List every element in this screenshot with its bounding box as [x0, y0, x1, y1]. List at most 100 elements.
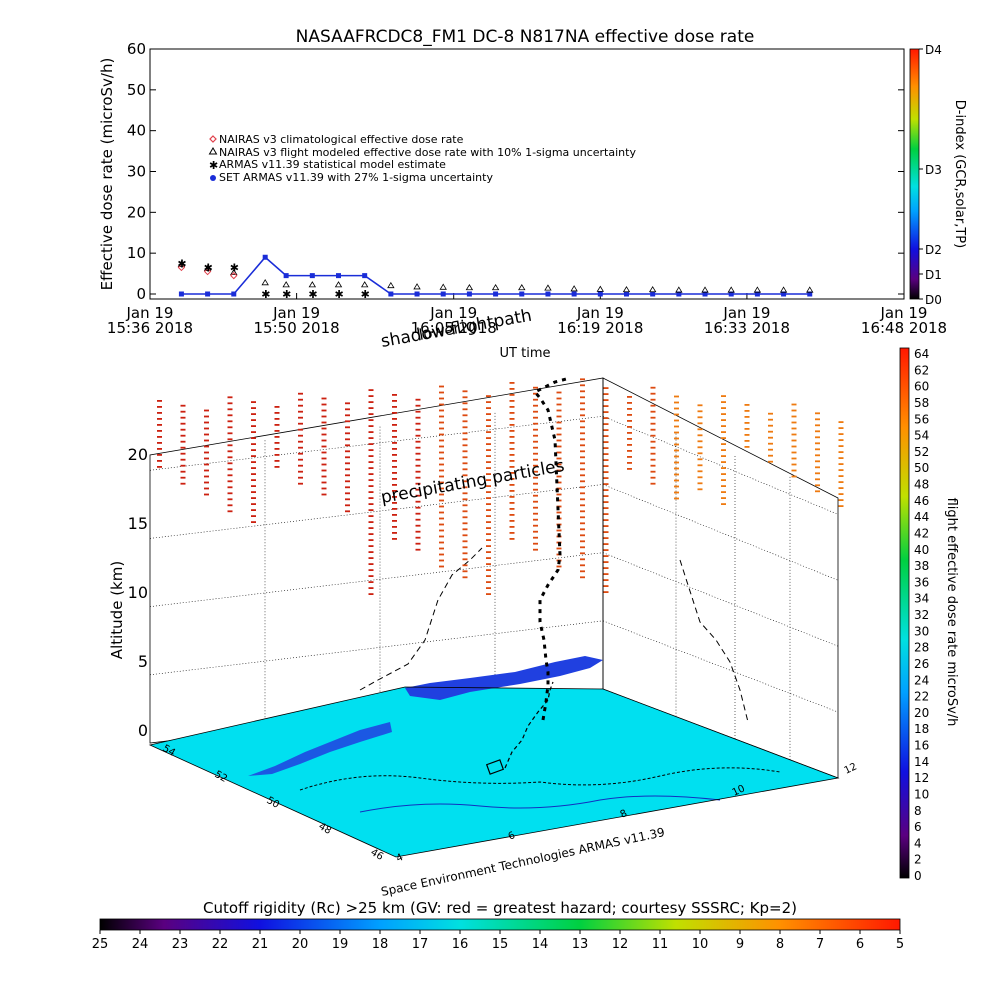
particle-dash — [345, 402, 350, 405]
particle-dash — [321, 409, 327, 412]
particle-dash — [415, 494, 421, 497]
particle-dash — [603, 555, 609, 557]
cutoff-tick-label: 14 — [532, 937, 549, 952]
particle-dash — [744, 416, 750, 418]
particle-dash — [650, 440, 656, 443]
particle-dash — [603, 387, 609, 389]
particle-dash — [251, 437, 256, 439]
particle-dash — [251, 521, 256, 523]
altitude-tick-label: 15 — [128, 514, 148, 533]
particle-dash — [321, 493, 327, 496]
particle-dash — [838, 493, 844, 495]
particle-dash — [815, 430, 820, 433]
particle-dash — [298, 452, 303, 455]
nairas-flight-point — [282, 281, 290, 288]
particle-dash — [580, 504, 585, 507]
particle-dash — [486, 497, 491, 499]
altitude-tick-label: 0 — [138, 721, 148, 740]
armas-stat-point: ✱ — [335, 288, 344, 301]
particle-dash — [462, 426, 468, 429]
particle-dash — [392, 502, 397, 504]
particle-dash — [533, 494, 538, 497]
particle-dash — [791, 421, 797, 424]
grid-line — [149, 415, 604, 471]
particle-dash — [486, 557, 491, 559]
airport-marker — [485, 759, 505, 775]
particle-dash — [791, 469, 797, 472]
particle-dash — [721, 443, 726, 445]
particle-dash — [462, 474, 468, 477]
particle-dash — [721, 419, 726, 421]
set-armas-point — [440, 291, 446, 297]
particle-dash — [368, 593, 374, 595]
particle-dash — [580, 378, 585, 381]
dose-rate-tick-label: 28 — [914, 641, 929, 655]
legend-dot-icon — [210, 175, 216, 181]
particle-dash — [603, 519, 609, 521]
top-plot-frame — [149, 48, 905, 300]
particle-dash — [603, 507, 609, 509]
particle-dash — [580, 534, 585, 537]
particle-dash — [392, 526, 397, 528]
particle-dash — [439, 505, 444, 508]
set-armas-point — [336, 273, 341, 279]
particle-dash — [603, 501, 609, 503]
particle-dash — [486, 425, 491, 427]
particle-dash — [650, 476, 656, 479]
particle-dash — [697, 488, 703, 491]
particle-dash — [768, 442, 773, 445]
legend-star-icon: ✱ — [209, 159, 218, 172]
x-tick-label: 15:50 2018 — [254, 319, 340, 337]
particle-dash — [627, 462, 632, 464]
particle-dash — [580, 546, 585, 549]
particle-dash — [180, 410, 186, 413]
particle-dash — [251, 461, 256, 463]
particle-dash — [533, 452, 538, 455]
particle-dash — [415, 476, 421, 479]
cutoff-rigidity-colorbar — [99, 918, 901, 931]
cutoff-tick-label: 21 — [252, 937, 269, 952]
set-armas-point — [807, 291, 813, 297]
particle-dash — [509, 424, 515, 426]
legend-triangle-icon — [208, 147, 218, 155]
particle-dash — [345, 408, 350, 411]
armas-stat-point: ✱ — [177, 257, 186, 270]
particle-dash — [486, 455, 491, 457]
particle-dash — [462, 480, 468, 483]
particle-dash — [697, 458, 703, 461]
particle-dash — [791, 427, 797, 430]
particle-dash — [321, 397, 327, 400]
cutoff-tick-label: 23 — [172, 937, 189, 952]
particle-dash — [486, 485, 491, 487]
particle-dash — [580, 492, 585, 495]
dose-rate-tick-label: 10 — [914, 787, 929, 801]
particle-dash — [486, 443, 491, 445]
particle-dash — [392, 436, 397, 438]
cutoff-tick-label: 10 — [692, 937, 709, 952]
particle-dash — [439, 433, 444, 436]
particle-dash — [580, 420, 585, 423]
particle-dash — [251, 497, 256, 499]
particle-dash — [180, 440, 186, 443]
particle-dash — [533, 446, 538, 449]
particle-dash — [533, 440, 538, 443]
particle-dash — [509, 496, 515, 498]
particle-dash — [368, 431, 374, 433]
particle-dash — [321, 439, 327, 442]
particle-dash — [603, 477, 609, 479]
particle-dash — [439, 553, 444, 556]
particle-dash — [533, 392, 538, 395]
particle-dash — [321, 415, 327, 418]
particle-dash — [556, 439, 562, 442]
particle-dash — [791, 475, 797, 478]
grid-line — [602, 415, 839, 515]
nairas-flight-point — [518, 283, 526, 291]
particle-dash — [556, 487, 562, 490]
particle-dash — [462, 516, 468, 519]
y-tick-label: 20 — [127, 203, 146, 221]
particle-dash — [204, 445, 209, 448]
particle-dash — [603, 471, 609, 473]
particle-dash — [462, 486, 468, 489]
